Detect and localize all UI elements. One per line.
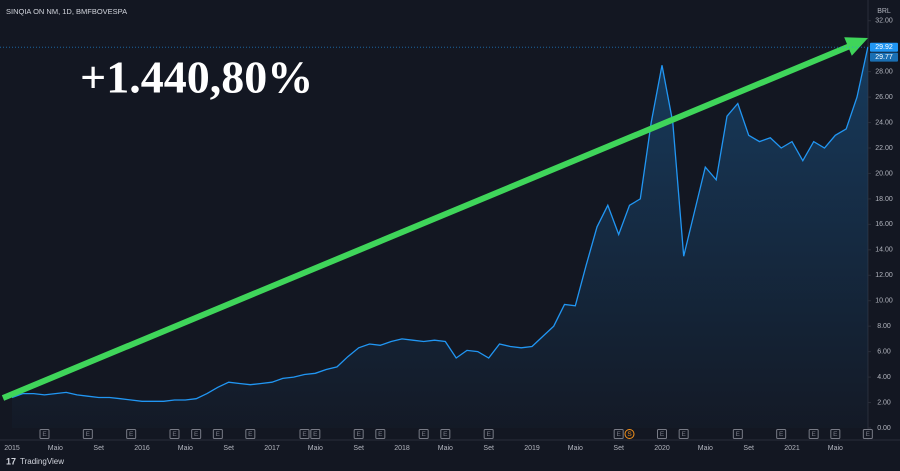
x-tick-label: Set <box>223 445 234 452</box>
brand-name: TradingView <box>20 457 64 466</box>
y-tick-label: 0.00 <box>877 425 891 432</box>
x-tick-label: Maio <box>438 445 453 452</box>
event-label: E <box>811 431 816 438</box>
event-label: E <box>660 431 665 438</box>
x-tick-label: 2019 <box>524 445 540 452</box>
event-marker <box>82 429 93 439</box>
y-tick-label: 32.00 <box>875 18 893 25</box>
event-label: E <box>172 431 177 438</box>
event-label: E <box>486 431 491 438</box>
unit-label: BRL <box>877 8 891 15</box>
price-label-box <box>870 52 898 62</box>
x-tick-label: Maio <box>178 445 193 452</box>
event-marker <box>776 429 787 439</box>
event-marker <box>191 429 202 439</box>
event-marker <box>613 429 624 439</box>
event-marker <box>245 429 256 439</box>
y-tick-label: 18.00 <box>875 196 893 203</box>
event-label: E <box>313 431 318 438</box>
event-label: E <box>378 431 383 438</box>
event-marker <box>126 429 137 439</box>
x-tick-label: Maio <box>568 445 583 452</box>
event-label: E <box>681 431 686 438</box>
event-label: E <box>443 431 448 438</box>
price-label: 29.77 <box>875 54 893 61</box>
event-marker <box>310 429 321 439</box>
event-marker <box>440 429 451 439</box>
x-tick-label: Maio <box>698 445 713 452</box>
event-label: E <box>616 431 621 438</box>
event-label: E <box>302 431 307 438</box>
x-tick-label: Set <box>353 445 364 452</box>
event-marker <box>418 429 429 439</box>
event-label: S <box>627 431 632 438</box>
event-label: E <box>421 431 426 438</box>
x-tick-label: Maio <box>828 445 843 452</box>
plot <box>11 47 869 428</box>
line <box>11 47 869 402</box>
event-label: E <box>129 431 134 438</box>
brand-logo: 17 <box>6 456 16 466</box>
x-tick-label: Set <box>743 445 754 452</box>
event-marker <box>657 429 667 439</box>
y-tick-label: 12.00 <box>875 272 893 279</box>
x-tick-label: 2018 <box>394 445 410 452</box>
y-tick-label: 10.00 <box>875 298 893 305</box>
x-tick-label: Set <box>613 445 624 452</box>
event-marker <box>830 429 841 439</box>
x-tick-label: Set <box>483 445 494 452</box>
arrow-shaft <box>1 43 852 401</box>
x-tick-label: 2021 <box>784 445 800 452</box>
event-label: E <box>833 431 838 438</box>
x-tick-label: 2016 <box>134 445 150 452</box>
event-marker <box>299 429 310 439</box>
event-label: E <box>736 431 741 438</box>
event-marker <box>212 429 223 439</box>
chart-title: SINQIA ON NM, 1D, BMFBOVESPA <box>6 7 127 16</box>
y-tick-label: 8.00 <box>877 323 891 330</box>
event-label: E <box>356 431 361 438</box>
y-tick-label: 24.00 <box>875 119 893 126</box>
y-tick-label: 16.00 <box>875 221 893 228</box>
event-label: E <box>216 431 221 438</box>
x-tick-label: 2020 <box>654 445 670 452</box>
event-marker <box>678 429 689 439</box>
y-tick-label: 20.00 <box>875 170 893 177</box>
price-label: 29.92 <box>875 44 893 51</box>
x-tick-label: Maio <box>308 445 323 452</box>
area <box>12 47 868 428</box>
y-tick-label: 22.00 <box>875 145 893 152</box>
event-marker <box>862 429 873 439</box>
y-tick-label: 6.00 <box>877 348 891 355</box>
arrow-head <box>844 37 868 56</box>
price-label-box <box>870 42 898 52</box>
y-tick-label: 14.00 <box>875 247 893 254</box>
y-tick-label: 2.00 <box>877 399 891 406</box>
event-marker <box>732 429 743 439</box>
event-marker <box>808 429 819 439</box>
event-marker <box>483 429 494 439</box>
event-marker <box>39 429 50 439</box>
event-label: E <box>779 431 784 438</box>
event-label: E <box>42 431 47 438</box>
event-marker <box>375 429 386 439</box>
x-tick-label: 2017 <box>264 445 280 452</box>
event-label: E <box>248 431 253 438</box>
x-tick-label: Set <box>93 445 104 452</box>
event-label: E <box>194 431 199 438</box>
y-tick-label: 26.00 <box>875 94 893 101</box>
trend-arrow <box>1 37 868 401</box>
y-tick-label: 4.00 <box>877 374 891 381</box>
event-marker <box>624 429 635 439</box>
event-label: E <box>866 431 871 438</box>
event-marker <box>169 429 180 439</box>
x-tick-label: 2015 <box>4 445 20 452</box>
event-label: E <box>86 431 91 438</box>
event-marker <box>353 429 364 439</box>
brand: 17 TradingView <box>6 456 64 466</box>
y-tick-label: 28.00 <box>875 68 893 75</box>
annotation: +1.440,80% <box>80 52 313 103</box>
x-tick-label: Maio <box>48 445 63 452</box>
